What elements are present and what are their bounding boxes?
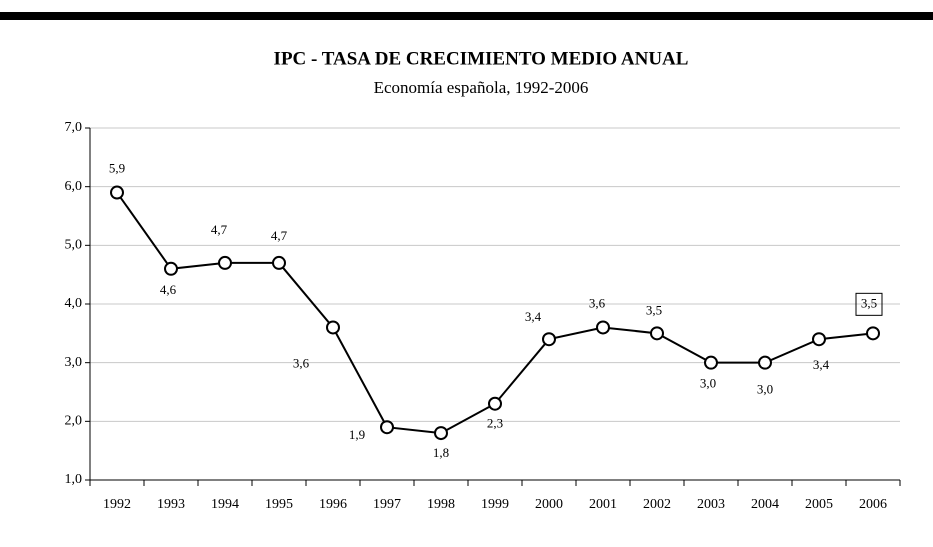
x-tick-label: 1992 [103, 497, 131, 512]
y-tick-label: 1,0 [65, 472, 83, 487]
marker [272, 255, 286, 270]
data-label: 4,7 [211, 222, 228, 237]
top-bar [0, 12, 933, 20]
data-label: 3,0 [757, 382, 773, 397]
marker [596, 320, 610, 335]
data-label: 1,8 [433, 445, 449, 460]
x-tick-label: 2000 [535, 497, 563, 512]
x-tick-label: 2005 [805, 497, 833, 512]
marker [488, 396, 502, 411]
x-tick-label: 1999 [481, 497, 509, 512]
data-label: 3,0 [700, 376, 716, 391]
marker [542, 332, 556, 347]
y-tick-label: 5,0 [65, 238, 83, 253]
y-tick-label: 4,0 [65, 296, 83, 311]
data-label: 4,6 [160, 282, 177, 297]
data-label: 3,4 [813, 357, 830, 372]
x-tick-label: 2006 [859, 497, 887, 512]
x-tick-label: 1995 [265, 497, 293, 512]
x-tick-label: 1998 [427, 497, 455, 512]
data-label: 5,9 [109, 161, 125, 176]
marker [164, 261, 178, 276]
marker [812, 332, 826, 347]
y-tick-label: 6,0 [65, 179, 83, 194]
x-tick-label: 2002 [643, 497, 671, 512]
marker [650, 326, 664, 341]
marker [326, 320, 340, 335]
x-tick-label: 1997 [373, 497, 401, 512]
marker [866, 326, 880, 341]
marker [110, 185, 124, 200]
x-tick-label: 1996 [319, 497, 347, 512]
x-tick-label: 2003 [697, 497, 725, 512]
x-tick-label: 2001 [589, 497, 617, 512]
data-label: 1,9 [349, 427, 365, 442]
data-label: 3,5 [646, 302, 662, 317]
y-tick-label: 2,0 [65, 414, 83, 429]
data-label: 3,6 [589, 295, 606, 310]
marker [704, 355, 718, 370]
x-tick-label: 1993 [157, 497, 185, 512]
data-label: 3,6 [293, 355, 310, 370]
data-label: 4,7 [271, 228, 288, 243]
y-tick-label: 7,0 [65, 120, 83, 135]
x-tick-label: 1994 [211, 497, 239, 512]
chart-title: IPC - TASA DE CRECIMIENTO MEDIO ANUAL [274, 48, 689, 69]
y-tick-label: 3,0 [65, 355, 83, 370]
marker [434, 426, 448, 441]
chart-subtitle: Economía española, 1992-2006 [374, 78, 589, 97]
data-label: 2,3 [487, 416, 503, 431]
marker [758, 355, 772, 370]
label-box [855, 292, 883, 316]
marker [218, 255, 232, 270]
marker [380, 420, 394, 435]
x-tick-label: 2004 [751, 497, 779, 512]
data-label: 3,4 [525, 309, 542, 324]
data-label: 3,5 [861, 295, 877, 310]
